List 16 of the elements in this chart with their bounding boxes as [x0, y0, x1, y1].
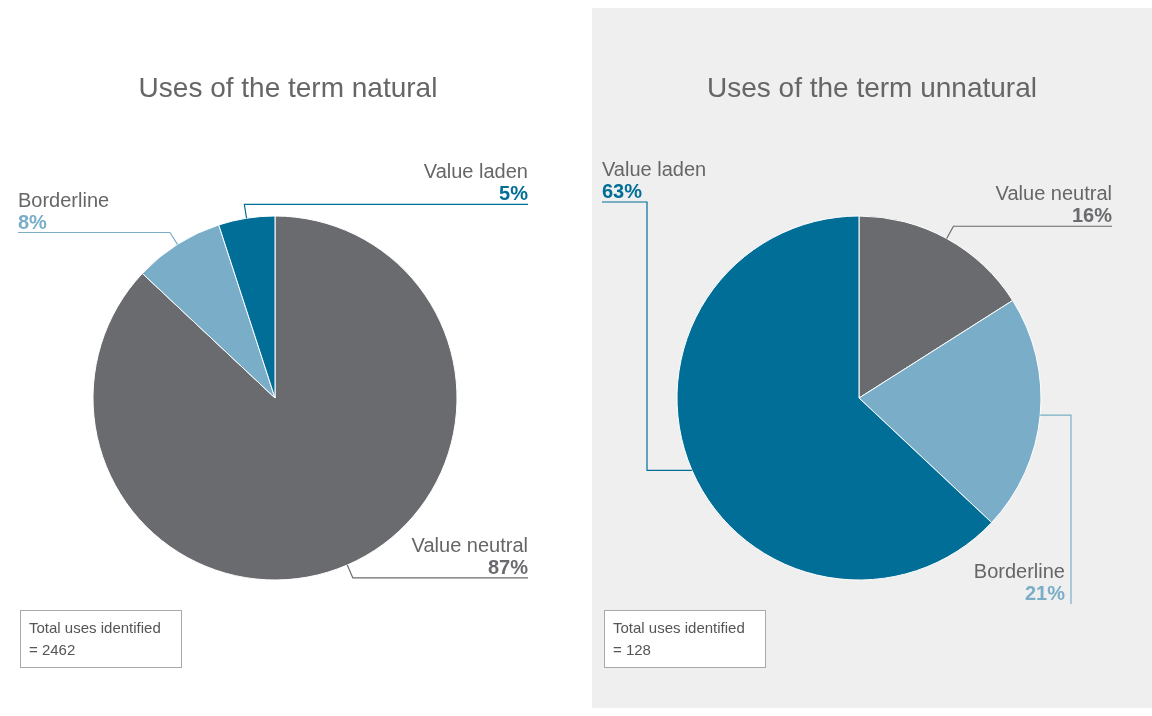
chart-title: Uses of the term unnatural [707, 72, 1037, 105]
chart-title: Uses of the term natural [138, 72, 438, 105]
data-label: 21% [1024, 582, 1066, 604]
data-label: 5% [499, 182, 529, 205]
data-label: 63% [602, 180, 643, 202]
data-label: 8% [18, 210, 48, 233]
slice-label: Borderline [18, 188, 110, 211]
text: Total uses identified = 128 [604, 610, 766, 668]
slice-label: Borderline [973, 560, 1065, 582]
data-label: 87% [487, 555, 529, 578]
slice-label: Value neutral [995, 182, 1112, 205]
text: Total uses identified = 2462 [20, 610, 182, 668]
slice-label: Value neutral [411, 533, 528, 556]
slice-label: Value laden [602, 158, 707, 180]
data-label: 16% [1071, 204, 1113, 227]
slice-label: Value laden [423, 160, 528, 183]
